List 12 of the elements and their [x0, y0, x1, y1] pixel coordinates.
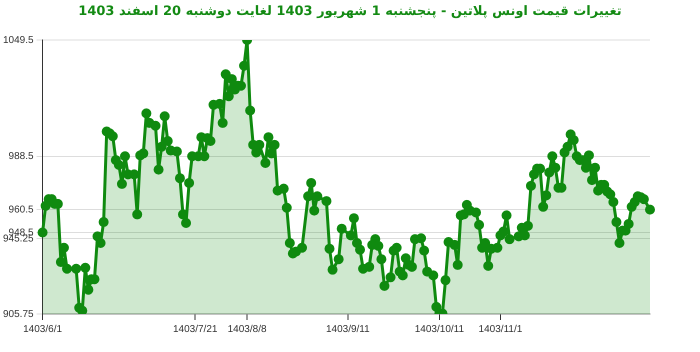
y-tick-label: 988.5: [8, 151, 34, 162]
x-tick-label: 1403/7/21: [172, 324, 218, 335]
x-tick-label: 1403/10/11: [414, 324, 464, 335]
y-tick-label: 960.5: [8, 204, 34, 216]
y-tick-label: 945.25: [2, 233, 34, 244]
y-tick-label: 905.75: [2, 308, 34, 320]
x-tick-label: 1403/11/1: [478, 324, 523, 335]
y-tick-label: 1049.5: [2, 34, 34, 46]
chart-title: تغییرات قیمت اونس پلاتین - پنجشنبه 1 شهریور 1403 لغایت دوشنبه 20 اسفند 1403: [77, 4, 623, 19]
x-tick-label: 1403/8/8: [228, 324, 267, 335]
x-tick-label: 1403/9/11: [326, 324, 370, 335]
x-tick-label: 1403/6/1: [23, 324, 62, 335]
